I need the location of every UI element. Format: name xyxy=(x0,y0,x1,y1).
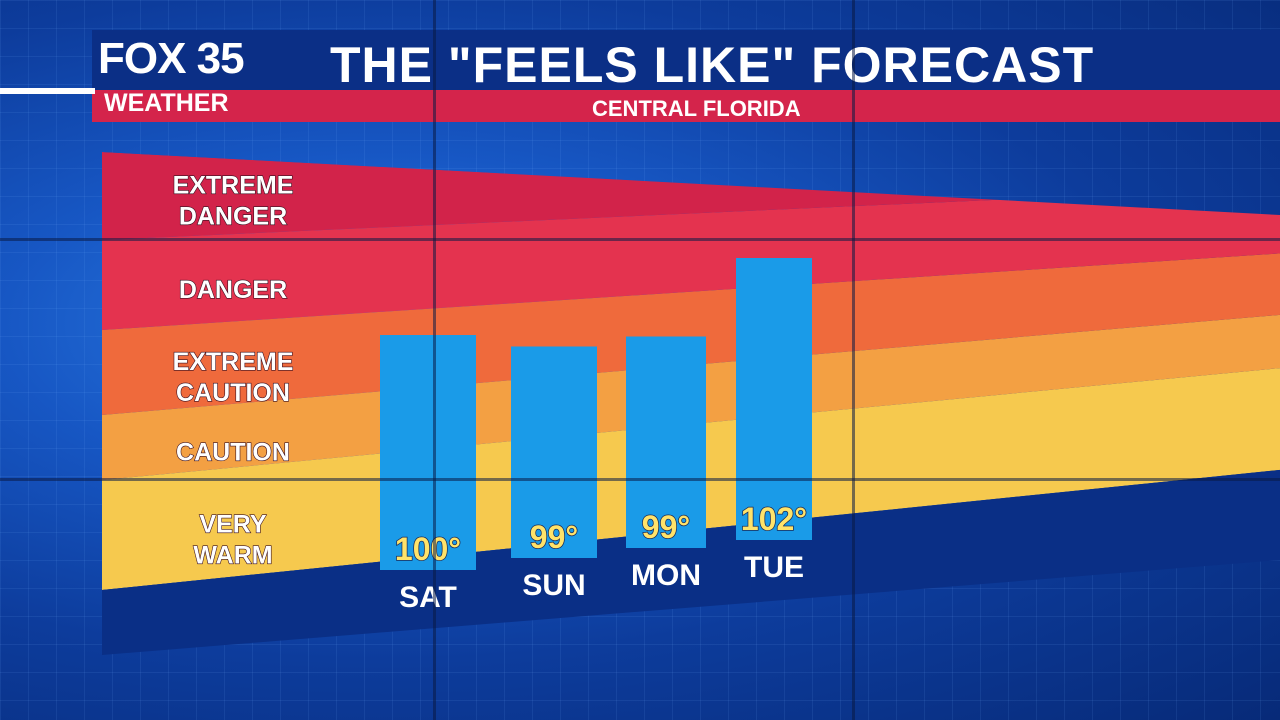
heat-band-extreme-danger xyxy=(102,152,1280,240)
video-wall-seam xyxy=(433,0,436,720)
subtitle-bar xyxy=(92,90,1280,122)
bar-mon xyxy=(626,336,706,548)
value-label: 99° xyxy=(642,509,690,545)
page-title: THE "FEELS LIKE" FORECAST xyxy=(330,37,1095,93)
station-logo: FOX 35 xyxy=(98,34,245,83)
bar-tue xyxy=(736,258,812,540)
video-wall-seam xyxy=(0,238,1280,241)
bar-sat xyxy=(380,335,476,570)
band-label: EXTREME xyxy=(173,172,294,200)
value-label: 99° xyxy=(530,519,578,555)
day-label: TUE xyxy=(744,551,804,584)
value-label: 100° xyxy=(395,531,461,567)
axis-strip xyxy=(102,470,1280,655)
band-label: CAUTION xyxy=(176,439,290,467)
day-label: MON xyxy=(631,559,701,592)
accent-rule xyxy=(0,88,95,94)
header-bar xyxy=(92,30,1280,92)
bar-sun xyxy=(511,346,597,558)
page-subtitle: CENTRAL FLORIDA xyxy=(592,96,801,121)
band-label: CAUTION xyxy=(176,379,290,407)
value-label: 102° xyxy=(741,501,807,537)
video-wall-seam xyxy=(852,0,855,720)
day-label: SAT xyxy=(399,581,457,614)
band-label: DANGER xyxy=(179,276,287,304)
band-label: EXTREME xyxy=(173,348,294,376)
band-label: WARM xyxy=(193,542,272,570)
section-logo: WEATHER xyxy=(104,89,229,117)
band-label: DANGER xyxy=(179,203,287,231)
video-wall-seam xyxy=(0,478,1280,481)
day-label: SUN xyxy=(522,569,585,602)
band-label: VERY xyxy=(199,511,266,539)
heat-band-danger xyxy=(102,186,1280,330)
